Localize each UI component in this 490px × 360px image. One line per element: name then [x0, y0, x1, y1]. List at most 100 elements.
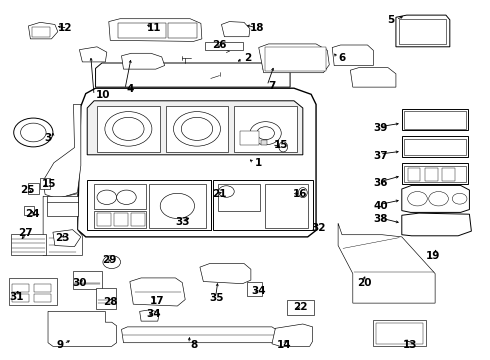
Circle shape: [219, 186, 234, 197]
Text: 5: 5: [387, 15, 394, 25]
Text: 11: 11: [147, 23, 162, 33]
Text: 20: 20: [357, 278, 371, 288]
Text: 39: 39: [373, 123, 388, 133]
Text: 40: 40: [373, 201, 388, 211]
Text: 13: 13: [403, 340, 417, 350]
Polygon shape: [28, 22, 58, 39]
Bar: [404, 111, 466, 129]
Text: 10: 10: [96, 90, 111, 100]
Polygon shape: [221, 22, 250, 37]
Bar: [402, 109, 468, 130]
Text: 35: 35: [210, 293, 224, 303]
Polygon shape: [96, 63, 290, 87]
Polygon shape: [48, 311, 117, 346]
Text: 6: 6: [338, 53, 345, 63]
Bar: [404, 139, 466, 155]
Circle shape: [14, 118, 53, 147]
Bar: [34, 294, 51, 302]
Text: 28: 28: [103, 297, 118, 307]
Polygon shape: [130, 278, 185, 306]
Circle shape: [181, 117, 213, 140]
Circle shape: [408, 192, 427, 206]
Circle shape: [173, 112, 220, 146]
Bar: [94, 211, 146, 228]
Text: 3: 3: [44, 132, 51, 143]
Bar: [404, 166, 466, 182]
Circle shape: [21, 123, 46, 142]
Text: 30: 30: [73, 278, 87, 288]
Polygon shape: [396, 15, 450, 47]
Polygon shape: [122, 327, 278, 343]
Polygon shape: [402, 213, 471, 236]
Polygon shape: [200, 264, 251, 284]
Bar: [97, 106, 160, 152]
Polygon shape: [272, 324, 313, 346]
Text: 25: 25: [21, 185, 35, 195]
Text: 12: 12: [58, 23, 73, 33]
Bar: [265, 47, 326, 71]
Text: 36: 36: [373, 178, 388, 188]
Polygon shape: [79, 47, 107, 62]
Circle shape: [113, 117, 144, 140]
Text: 34: 34: [146, 309, 161, 319]
Bar: [373, 320, 426, 346]
Circle shape: [452, 193, 467, 204]
Bar: [12, 284, 29, 292]
Bar: [408, 168, 420, 181]
Polygon shape: [332, 45, 373, 66]
Text: 16: 16: [293, 189, 308, 199]
Text: 34: 34: [251, 286, 266, 296]
Bar: [149, 184, 206, 228]
Text: 21: 21: [212, 189, 226, 199]
Bar: [131, 213, 145, 226]
Bar: [234, 106, 297, 152]
Text: 26: 26: [212, 40, 226, 50]
Text: 27: 27: [19, 228, 33, 238]
Bar: [11, 234, 46, 255]
Circle shape: [105, 112, 152, 146]
Text: 22: 22: [293, 302, 308, 312]
Bar: [32, 27, 50, 37]
Polygon shape: [43, 104, 81, 199]
Polygon shape: [77, 88, 316, 237]
Bar: [218, 184, 260, 211]
Bar: [399, 19, 446, 44]
Polygon shape: [338, 223, 435, 303]
Bar: [96, 288, 116, 309]
Polygon shape: [402, 185, 469, 212]
Circle shape: [250, 122, 281, 145]
Polygon shape: [109, 19, 202, 41]
Circle shape: [103, 256, 121, 269]
Bar: [402, 163, 468, 184]
Bar: [247, 282, 262, 296]
Polygon shape: [87, 180, 211, 230]
Text: 8: 8: [190, 340, 197, 350]
Text: 2: 2: [244, 53, 251, 63]
Text: 29: 29: [102, 255, 116, 265]
Text: 31: 31: [9, 292, 24, 302]
Bar: [24, 206, 34, 215]
Bar: [376, 323, 423, 344]
Text: 19: 19: [426, 251, 441, 261]
Circle shape: [117, 190, 136, 204]
Ellipse shape: [298, 188, 307, 198]
Polygon shape: [53, 230, 81, 247]
Bar: [402, 136, 468, 157]
Bar: [97, 213, 111, 226]
Bar: [34, 284, 51, 292]
Bar: [114, 213, 128, 226]
Bar: [265, 184, 308, 228]
Text: 37: 37: [373, 150, 388, 161]
Bar: [205, 42, 243, 50]
Text: 33: 33: [175, 217, 190, 228]
Bar: [28, 183, 39, 194]
Text: 32: 32: [311, 222, 326, 233]
Polygon shape: [213, 180, 313, 230]
Bar: [442, 168, 455, 181]
Bar: [425, 168, 438, 181]
Text: 7: 7: [269, 81, 276, 91]
Bar: [261, 140, 267, 145]
Polygon shape: [259, 44, 329, 73]
Polygon shape: [87, 101, 303, 155]
Circle shape: [97, 190, 117, 204]
